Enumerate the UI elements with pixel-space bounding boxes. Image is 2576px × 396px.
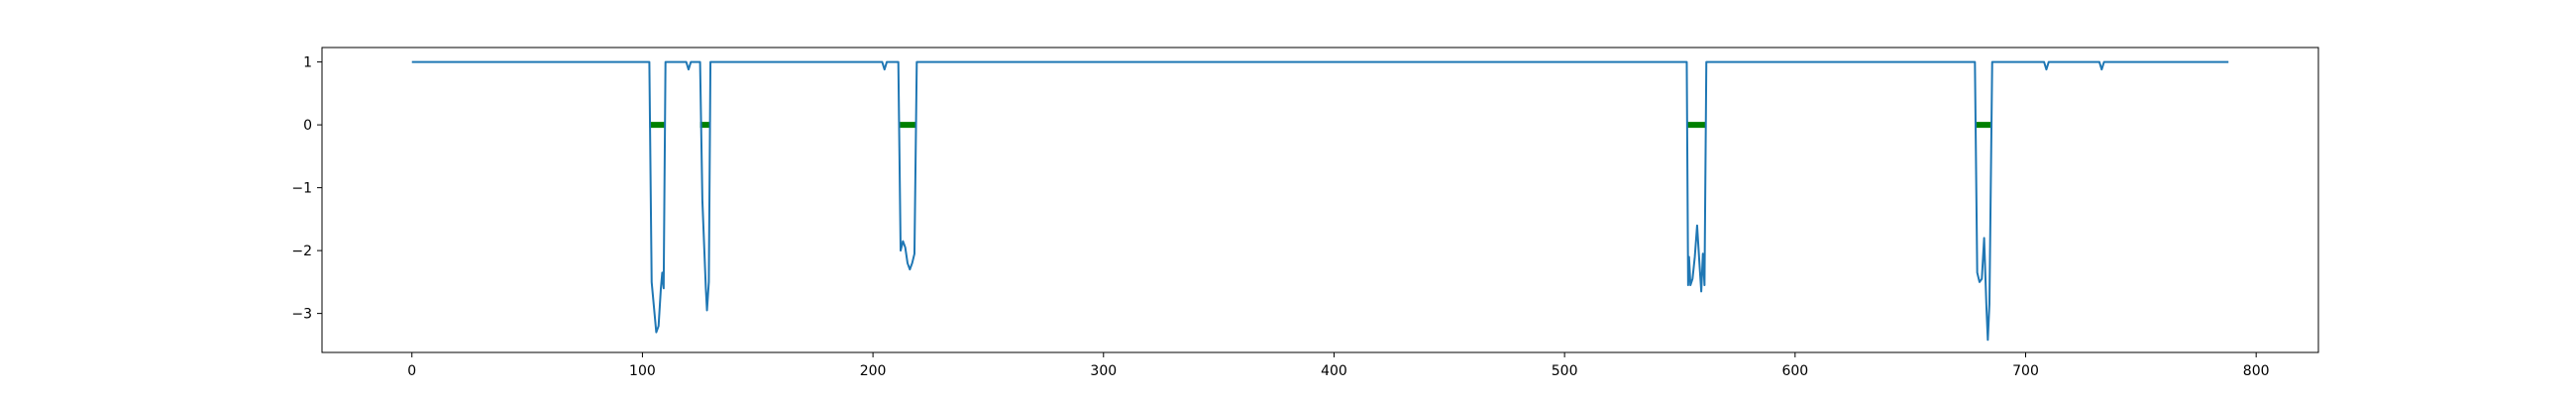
x-tick-label: 800 [2243,363,2270,379]
x-axis: 0 100 200 300 400 500 600 700 800 [407,352,2270,379]
x-tick-label: 300 [1090,363,1117,379]
y-axis: 1 0 −1 −2 −3 [291,55,322,323]
x-tick-label: 100 [629,363,656,379]
x-tick-label: 500 [1552,363,1578,379]
y-tick-label: −3 [291,307,312,323]
y-tick-label: −1 [291,181,312,197]
y-tick-label: 0 [303,118,312,134]
x-tick-label: 400 [1321,363,1347,379]
y-tick-label: −2 [291,244,312,259]
plot-area [322,48,2318,352]
x-tick-label: 200 [860,363,887,379]
signal-line-layer [411,60,2229,342]
x-tick-label: 0 [407,363,416,379]
signal-line [411,60,2229,342]
x-tick-label: 600 [1781,363,1808,379]
plot-frame [321,47,2319,353]
y-tick-label: 1 [303,55,312,71]
x-tick-label: 700 [2012,363,2039,379]
